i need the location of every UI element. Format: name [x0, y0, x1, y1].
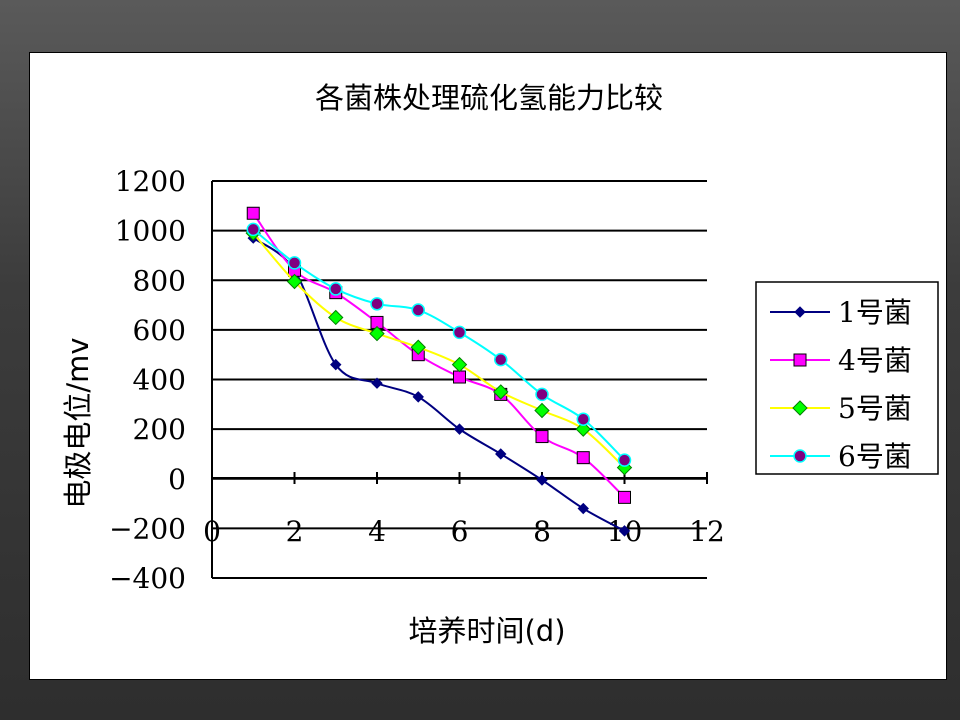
data-point-series-4 [411, 303, 425, 317]
data-point-series-3 [575, 421, 591, 437]
legend-entry: 6号菌 [838, 440, 912, 473]
y-tick-label: 1000 [115, 215, 186, 248]
data-point-series-1 [453, 423, 466, 435]
data-point-series-1 [536, 474, 548, 486]
legend-marker [794, 306, 806, 318]
data-point-series-4 [452, 325, 467, 340]
y-axis-title: 电极电位/mv [61, 337, 95, 508]
legend-marker [793, 353, 807, 367]
x-tick-label: 2 [286, 515, 304, 548]
data-point-series-1 [577, 502, 589, 515]
data-point-series-3 [534, 402, 550, 419]
data-point-series-4 [617, 453, 632, 467]
data-point-series-3 [369, 325, 385, 342]
data-point-series-2 [246, 206, 260, 220]
data-point-series-3 [328, 309, 344, 326]
y-tick-label: 0 [168, 463, 186, 496]
data-point-series-4 [246, 222, 260, 237]
data-point-series-2 [576, 451, 590, 465]
data-point-series-3 [286, 273, 303, 290]
y-tick-label: −200 [109, 512, 186, 545]
chart-panel: 各菌株处理硫化氢能力比较0246810121200100080060040020… [29, 52, 947, 680]
data-point-series-1 [495, 448, 507, 460]
y-tick-label: 400 [133, 364, 186, 397]
data-point-series-4 [576, 412, 590, 426]
data-point-series-1 [330, 358, 342, 371]
legend-box [755, 281, 939, 475]
x-tick-label: 8 [533, 515, 551, 548]
y-tick-label: 200 [133, 413, 186, 446]
data-point-series-4 [370, 297, 384, 311]
series-line-1 [252, 237, 625, 532]
data-point-series-1 [412, 391, 424, 403]
data-point-series-3 [451, 356, 468, 373]
x-tick-label: 12 [689, 515, 725, 548]
legend-marker [793, 449, 807, 463]
data-point-series-4 [535, 387, 549, 402]
chart-title: 各菌株处理硫化氢能力比较 [315, 81, 663, 115]
series-line-3 [252, 232, 626, 469]
x-tick-label: 6 [451, 515, 469, 548]
data-point-series-4 [287, 256, 302, 270]
data-point-series-2 [535, 430, 549, 444]
data-point-series-3 [410, 339, 426, 355]
legend-entry: 4号菌 [838, 344, 912, 377]
chart-svg: 各菌株处理硫化氢能力比较0246810121200100080060040020… [61, 81, 939, 648]
y-tick-label: 1200 [115, 165, 186, 198]
data-point-series-4 [494, 352, 508, 367]
legend-entry: 5号菌 [838, 392, 912, 425]
x-axis-title: 培养时间(d) [408, 614, 565, 648]
y-tick-label: 800 [133, 264, 186, 297]
x-tick-label: 0 [203, 515, 221, 548]
data-point-series-1 [371, 377, 383, 389]
x-tick-label: 4 [368, 515, 386, 548]
y-tick-label: −400 [109, 562, 186, 595]
data-point-series-4 [329, 282, 343, 296]
series-line-4 [252, 228, 626, 461]
series-line-2 [252, 212, 626, 499]
legend-entry: 1号菌 [838, 296, 912, 329]
data-point-series-3 [493, 384, 509, 400]
legend-marker [792, 400, 808, 416]
y-tick-label: 600 [133, 314, 186, 347]
data-point-series-2 [453, 370, 466, 384]
data-point-series-2 [618, 490, 631, 504]
data-point-series-1 [618, 525, 631, 537]
